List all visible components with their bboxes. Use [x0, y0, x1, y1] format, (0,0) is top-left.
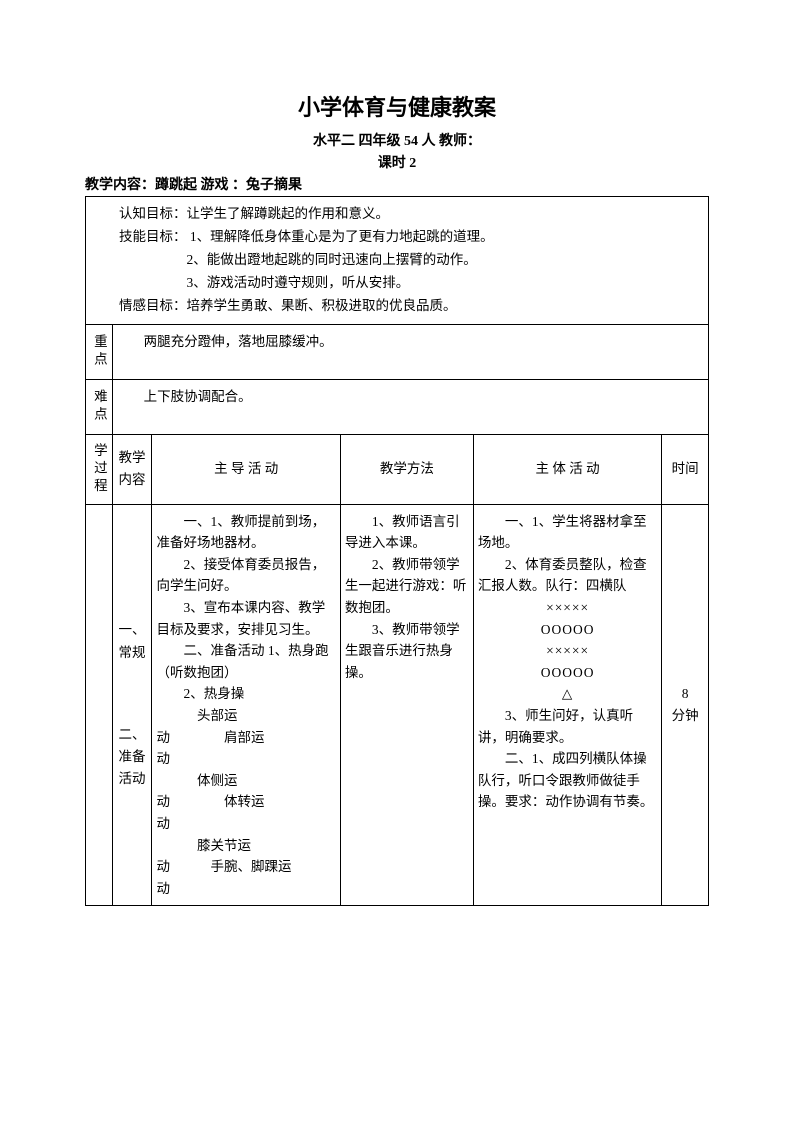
teaching-content-line: 教学内容：蹲跳起 游戏 ：兔子摘果: [85, 174, 709, 194]
table-row: 一、常规 二、准备活动 一、1、教师提前到场，准备好场地器材。 2、接受体育委员…: [86, 504, 709, 906]
page-subtitle-1: 水平二 四年级 54 人 教师：: [85, 130, 709, 150]
leading-activity-cell: 一、1、教师提前到场，准备好场地器材。 2、接受体育委员报告，向学生问好。 3、…: [152, 504, 340, 906]
process-phase-cell: [86, 504, 113, 906]
time-cell: 8 分钟: [662, 504, 709, 906]
keypoint-label: 重点: [86, 324, 113, 379]
keypoint-text: 两腿充分蹬伸，落地屈膝缓冲。: [117, 331, 704, 353]
table-row: 学过程 教学内容 主 导 活 动 教学方法 主 体 活 动 时间: [86, 434, 709, 504]
content-2: 二、准备活动: [117, 724, 148, 791]
goal-skill-3: 3、游戏活动时遵守规则，听从安排。: [92, 272, 702, 295]
page-title: 小学体育与健康教案: [85, 90, 709, 122]
formation-diagram: ××××× OOOOO ××××× OOOOO △: [478, 597, 657, 705]
goal-emotion: 情感目标：培养学生勇敢、果断、积极进取的优良品质。: [92, 295, 702, 318]
goal-skill-2: 2、能做出蹬地起跳的同时迅速向上摆臂的动作。: [92, 249, 702, 272]
header-method: 教学方法: [340, 434, 473, 504]
table-row: 难点 上下肢协调配合。: [86, 379, 709, 434]
page-subtitle-2: 课时 2: [85, 152, 709, 172]
header-content: 教学内容: [112, 434, 152, 504]
difficulty-text: 上下肢协调配合。: [117, 386, 704, 408]
teaching-method-cell: 1、教师语言引导进入本课。 2、教师带领学生一起进行游戏：听数抱团。 3、教师带…: [340, 504, 473, 906]
body-activity-cell: 一、1、学生将器材拿至场地。 2、体育委员整队，检查汇报人数。队行：四横队 ××…: [473, 504, 661, 906]
body-p2: 3、师生问好，认真听讲，明确要求。 二、1、成四列横队体操队行，听口令跟教师做徒…: [478, 705, 657, 813]
goal-skill-1: 技能目标： 1、理解降低身体重心是为了更有力地起跳的道理。: [92, 226, 702, 249]
keypoint-cell: 两腿充分蹬伸，落地屈膝缓冲。: [112, 324, 708, 379]
header-leading: 主 导 活 动: [152, 434, 340, 504]
header-process: 学过程: [86, 434, 113, 504]
goal-cognitive: 认知目标：让学生了解蹲跳起的作用和意义。: [92, 203, 702, 226]
header-time: 时间: [662, 434, 709, 504]
table-row: 重点 两腿充分蹬伸，落地屈膝缓冲。: [86, 324, 709, 379]
lesson-plan-table: 认知目标：让学生了解蹲跳起的作用和意义。 技能目标： 1、理解降低身体重心是为了…: [85, 196, 709, 906]
content-1: 一、常规: [117, 619, 148, 664]
difficulty-label: 难点: [86, 379, 113, 434]
header-body: 主 体 活 动: [473, 434, 661, 504]
goals-cell: 认知目标：让学生了解蹲跳起的作用和意义。 技能目标： 1、理解降低身体重心是为了…: [86, 197, 709, 325]
difficulty-cell: 上下肢协调配合。: [112, 379, 708, 434]
table-row: 认知目标：让学生了解蹲跳起的作用和意义。 技能目标： 1、理解降低身体重心是为了…: [86, 197, 709, 325]
body-p1: 一、1、学生将器材拿至场地。 2、体育委员整队，检查汇报人数。队行：四横队: [478, 511, 657, 597]
content-cell: 一、常规 二、准备活动: [112, 504, 152, 906]
